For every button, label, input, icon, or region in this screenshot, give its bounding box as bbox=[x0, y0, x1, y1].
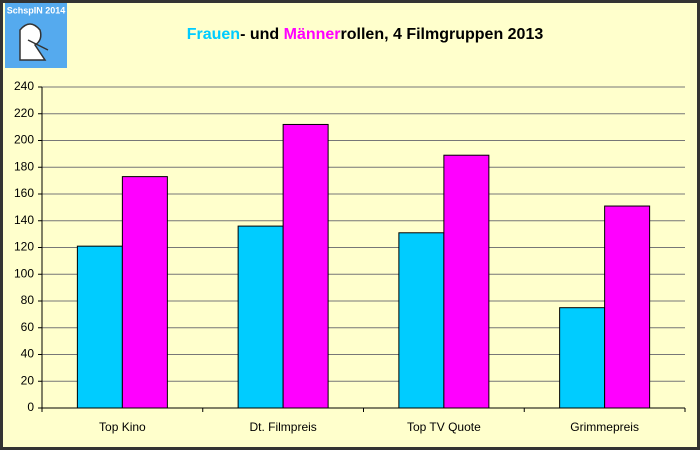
bar bbox=[121, 176, 168, 409]
y-tick-label: 200 bbox=[14, 133, 34, 147]
y-tick-label: 80 bbox=[21, 293, 35, 307]
y-tick-label: 240 bbox=[14, 79, 34, 93]
y-tick-label: 180 bbox=[14, 159, 34, 173]
title-part: Frauen bbox=[187, 26, 240, 43]
y-tick-label: 60 bbox=[21, 320, 35, 334]
logo: SchspIN 2014 bbox=[5, 3, 67, 68]
bar bbox=[76, 245, 123, 409]
x-tick-label: Top Kino bbox=[99, 420, 146, 434]
bar bbox=[443, 154, 490, 409]
y-tick-label: 0 bbox=[27, 400, 34, 414]
y-tick-label: 120 bbox=[14, 240, 34, 254]
y-tick-label: 100 bbox=[14, 266, 34, 280]
y-tick-label: 40 bbox=[21, 347, 35, 361]
y-tick-label: 160 bbox=[14, 186, 34, 200]
chart-title: Frauen- und Männerrollen, 4 Filmgruppen … bbox=[187, 26, 544, 43]
y-tick-label: 20 bbox=[21, 373, 35, 387]
logo-text: SchspIN 2014 bbox=[7, 5, 66, 15]
bar bbox=[237, 225, 284, 409]
y-tick-label: 220 bbox=[14, 106, 34, 120]
y-tick-label: 140 bbox=[14, 213, 34, 227]
title-part: Männer bbox=[284, 26, 341, 43]
x-tick-label: Top TV Quote bbox=[407, 420, 481, 434]
title-part: - und bbox=[240, 26, 284, 43]
x-tick-label: Dt. Filmpreis bbox=[249, 420, 316, 434]
x-tick-label: Grimmepreis bbox=[570, 420, 639, 434]
bar bbox=[559, 307, 606, 409]
bar bbox=[282, 123, 329, 409]
title-part: rollen, 4 Filmgruppen 2013 bbox=[341, 26, 544, 43]
logo-figure bbox=[19, 23, 49, 61]
bar bbox=[604, 205, 651, 409]
bar bbox=[398, 232, 445, 409]
